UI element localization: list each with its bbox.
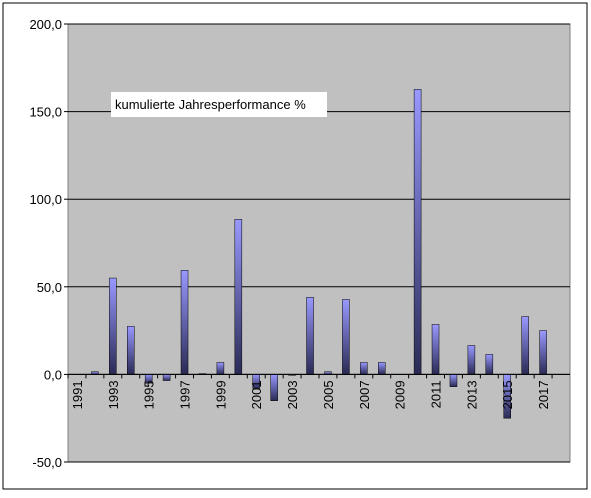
annotation: kumulierte Jahresperformance %: [115, 97, 306, 112]
x-tick-label: 2017: [536, 380, 551, 409]
x-tick-label: 1999: [213, 380, 228, 409]
x-tick-label: 2007: [357, 380, 372, 409]
bar: [467, 345, 476, 375]
bar: [378, 362, 386, 375]
x-tick-label: 2001: [249, 380, 264, 409]
bar: [539, 330, 547, 375]
bar: [342, 299, 350, 375]
y-tick-label: 0,0: [44, 367, 62, 382]
y-tick-label: 50,0: [37, 280, 62, 295]
x-tick-label: 2013: [464, 380, 479, 409]
x-tick-label: 2009: [393, 380, 408, 409]
y-tick-label: 150,0: [29, 105, 62, 120]
x-tick-label: 1991: [70, 380, 85, 409]
bar: [270, 374, 278, 401]
y-tick-label: -50,0: [32, 455, 62, 470]
bar: [449, 374, 458, 387]
bar: [127, 326, 135, 375]
bar: [216, 362, 225, 375]
bar: [360, 362, 368, 375]
bar: [431, 324, 440, 375]
x-tick-label: 2015: [500, 380, 515, 409]
bar: [109, 277, 117, 375]
x-tick-label: 2003: [285, 380, 300, 409]
x-tick-label: 2011: [429, 380, 444, 408]
bar: [180, 270, 189, 375]
x-tick-label: 2005: [321, 380, 336, 409]
bar: [306, 297, 314, 375]
y-tick-label: 100,0: [29, 192, 62, 207]
bar: [485, 354, 494, 375]
bar: [234, 219, 243, 375]
bar: [162, 374, 171, 381]
bar: [521, 316, 529, 375]
annotation-box: [111, 92, 327, 117]
y-tick-label: 200,0: [29, 17, 62, 32]
bar: [413, 89, 422, 375]
x-tick-label: 1997: [178, 380, 193, 409]
x-tick-label: 1993: [106, 380, 121, 409]
x-tick-label: 1995: [142, 380, 157, 409]
